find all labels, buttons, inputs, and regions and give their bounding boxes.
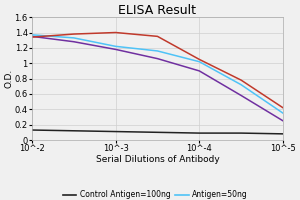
Line: Antigen=100ng: Antigen=100ng [32, 33, 283, 108]
Control Antigen=100ng [156, 131, 159, 134]
Control Antigen=100ng [197, 132, 201, 134]
Antigen=50ng [197, 60, 201, 63]
Antigen=100ng [114, 31, 117, 34]
Antigen=100ng [197, 58, 201, 61]
Line: Control Antigen=100ng: Control Antigen=100ng [32, 130, 283, 134]
Antigen=50ng [239, 84, 243, 86]
Antigen=10ng [156, 57, 159, 60]
Antigen=10ng [197, 70, 201, 72]
Antigen=10ng [281, 120, 285, 122]
Antigen=10ng [72, 41, 76, 43]
Antigen=50ng [156, 50, 159, 52]
Control Antigen=100ng [72, 130, 76, 132]
Title: ELISA Result: ELISA Result [118, 4, 196, 17]
Antigen=100ng [72, 33, 76, 35]
Antigen=50ng [114, 45, 117, 48]
X-axis label: Serial Dilutions of Antibody: Serial Dilutions of Antibody [96, 155, 219, 164]
Control Antigen=100ng [114, 130, 117, 133]
Legend: Control Antigen=100ng, Antigen=10ng, Antigen=50ng, Antigen=100ng: Control Antigen=100ng, Antigen=10ng, Ant… [63, 190, 252, 200]
Antigen=100ng [239, 79, 243, 81]
Y-axis label: O.D.: O.D. [4, 69, 13, 88]
Antigen=100ng [30, 36, 34, 38]
Antigen=10ng [30, 35, 34, 38]
Antigen=50ng [72, 37, 76, 39]
Control Antigen=100ng [30, 129, 34, 131]
Control Antigen=100ng [239, 132, 243, 134]
Antigen=10ng [239, 94, 243, 97]
Control Antigen=100ng [281, 133, 285, 135]
Antigen=100ng [281, 107, 285, 109]
Antigen=10ng [114, 48, 117, 51]
Antigen=50ng [30, 34, 34, 36]
Antigen=50ng [281, 112, 285, 114]
Line: Antigen=50ng: Antigen=50ng [32, 35, 283, 113]
Antigen=100ng [156, 35, 159, 38]
Line: Antigen=10ng: Antigen=10ng [32, 36, 283, 121]
